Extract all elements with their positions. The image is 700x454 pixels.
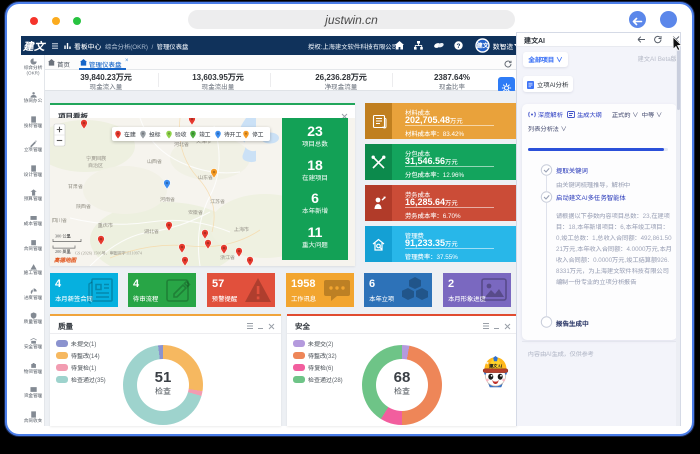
svg-text:山西省: 山西省 xyxy=(147,158,162,165)
svg-text:自治区: 自治区 xyxy=(88,162,103,169)
svg-text:建文AI: 建文AI xyxy=(488,363,503,370)
svg-text:高德地图: 高德地图 xyxy=(54,256,78,264)
svg-text:投标: 投标 xyxy=(149,130,161,139)
svg-text:天津市: 天津市 xyxy=(196,138,211,145)
svg-text:河北省: 河北省 xyxy=(174,141,189,148)
svg-text:?: ? xyxy=(457,41,461,50)
svg-text:江苏省: 江苏省 xyxy=(210,198,225,205)
svg-text:湖北省: 湖北省 xyxy=(144,228,159,235)
svg-text:重庆市: 重庆市 xyxy=(97,222,113,229)
svg-text:300 公里: 300 公里 xyxy=(55,234,71,240)
svg-text:四川省: 四川省 xyxy=(52,217,67,224)
svg-text:停工: 停工 xyxy=(252,130,264,139)
svg-text:在建: 在建 xyxy=(123,130,136,139)
svg-text:陕西省: 陕西省 xyxy=(76,203,91,210)
svg-text:山东省: 山东省 xyxy=(198,174,213,181)
svg-text:验收: 验收 xyxy=(175,130,187,139)
svg-text:宁夏回族: 宁夏回族 xyxy=(86,155,107,162)
svg-text:待开工: 待开工 xyxy=(224,130,242,139)
svg-text:上海市: 上海市 xyxy=(234,226,249,233)
svg-text:浙江省: 浙江省 xyxy=(220,254,235,261)
svg-text:甘肃省: 甘肃省 xyxy=(68,183,83,190)
svg-text:河南省: 河南省 xyxy=(160,196,175,203)
svg-text:200 英里: 200 英里 xyxy=(55,249,71,255)
svg-text:安徽省: 安徽省 xyxy=(188,209,203,216)
svg-text:竣工: 竣工 xyxy=(199,130,211,139)
svg-text:建文: 建文 xyxy=(476,41,489,50)
svg-text:GS (2026) 1506号、审图资字11110974: GS (2026) 1506号、审图资字11110974 xyxy=(75,251,142,257)
